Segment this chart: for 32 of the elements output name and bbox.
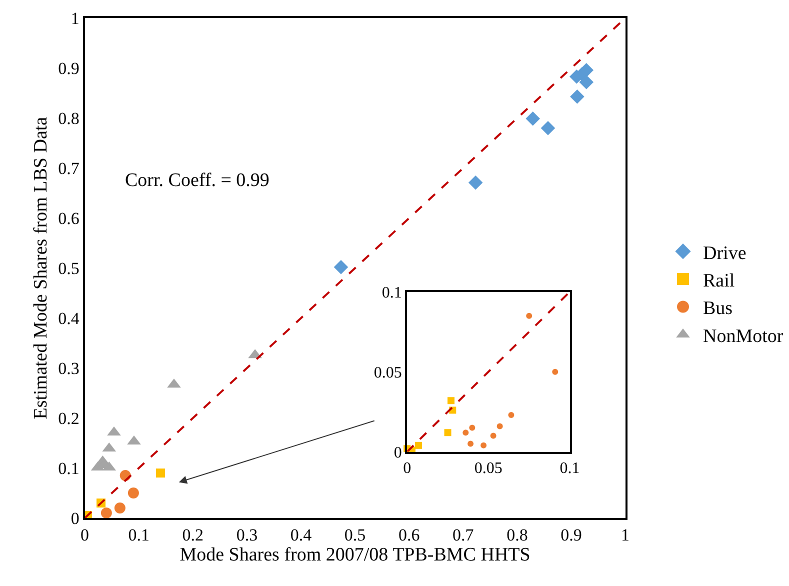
y-tick-label: 0.4 <box>58 309 80 328</box>
y-tick-label: 1 <box>70 9 80 28</box>
x-tick-label: 0.6 <box>398 525 420 544</box>
y-tick-label: 0.3 <box>58 359 80 378</box>
x-tick-label: 0.1 <box>560 460 580 478</box>
y-tick-label: 0.9 <box>58 59 80 78</box>
y-axis-title: Estimated Mode Shares from LBS Data <box>30 116 52 420</box>
x-tick-label: 0.9 <box>560 525 582 544</box>
y-tick-label: 0.7 <box>58 159 80 178</box>
x-tick-label: 0.3 <box>236 525 258 544</box>
y-tick-label: 0.5 <box>58 259 80 278</box>
y-tick-label: 0.05 <box>374 364 402 382</box>
x-tick-label: 0.4 <box>290 525 312 544</box>
x-tick-label: 1 <box>621 525 630 544</box>
x-tick-label: 0.05 <box>474 460 502 478</box>
y-tick-label: 0.2 <box>58 409 80 428</box>
y-tick-label: 0.6 <box>58 209 80 228</box>
x-axis-title: Mode Shares from 2007/08 TPB-BMC HHTS <box>180 544 530 566</box>
x-tick-label: 0.8 <box>506 525 528 544</box>
legend-label: NonMotor <box>703 326 784 347</box>
x-tick-label: 0.2 <box>182 525 204 544</box>
y-tick-label: 0.1 <box>382 284 402 302</box>
x-tick-label: 0.5 <box>344 525 366 544</box>
legend-label: Bus <box>703 298 733 320</box>
y-tick-label: 0.8 <box>58 109 80 128</box>
legend-label: Rail <box>703 270 735 292</box>
legend-label: Drive <box>703 242 746 264</box>
y-tick-label: 0 <box>70 508 80 528</box>
x-tick-label: 0.1 <box>128 525 150 544</box>
x-tick-label: 0.7 <box>452 525 474 544</box>
y-tick-label: 0 <box>394 444 402 462</box>
annotation: Corr. Coeff. = 0.99 <box>125 170 270 191</box>
